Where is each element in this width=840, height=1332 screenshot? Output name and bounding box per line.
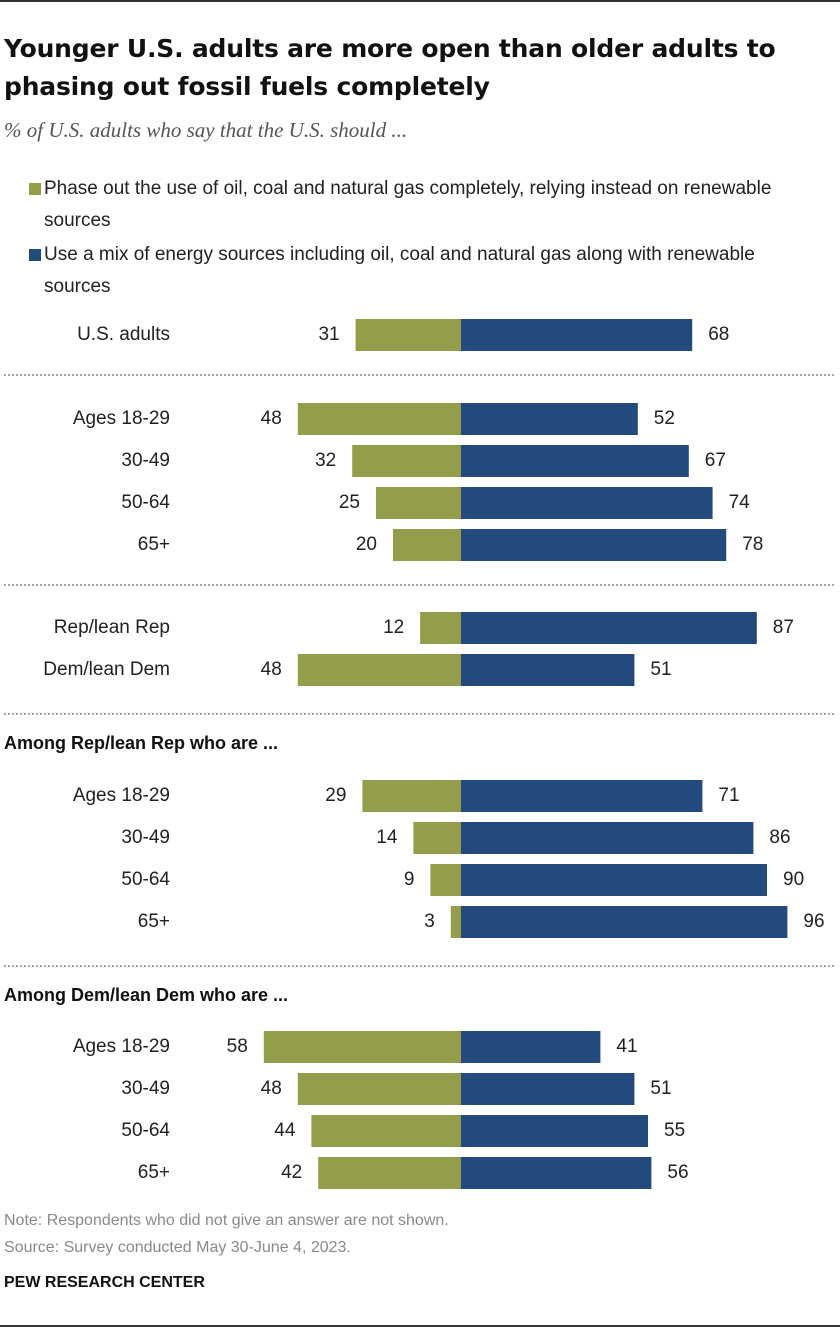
value-label-mix: 41 — [616, 1036, 638, 1057]
bar-mix — [461, 864, 767, 896]
bar-phase-out — [318, 1157, 461, 1189]
chart-title: Younger U.S. adults are more open than o… — [4, 34, 776, 101]
category-label: 30-49 — [121, 827, 170, 848]
bar-phase-out — [297, 654, 461, 686]
bar-mix — [461, 654, 635, 686]
bar-phase-out — [311, 1115, 461, 1147]
bar-mix — [461, 612, 757, 644]
category-label: Ages 18-29 — [72, 408, 170, 429]
bar-mix — [461, 319, 693, 351]
bar-mix — [461, 403, 638, 435]
category-label: 50-64 — [121, 492, 170, 513]
bar-phase-out — [355, 319, 461, 351]
value-label-mix: 55 — [664, 1120, 686, 1141]
category-label: Ages 18-29 — [72, 1036, 170, 1057]
bar-mix — [461, 1031, 601, 1063]
legend-label-mix: Use a mix of energy sources including oi… — [44, 244, 755, 297]
category-label: 50-64 — [121, 869, 170, 890]
value-label-mix: 68 — [708, 324, 730, 345]
value-label-phase-out: 29 — [325, 785, 347, 806]
value-label-phase-out: 25 — [338, 492, 360, 513]
bar-mix — [461, 487, 713, 519]
value-label-mix: 56 — [667, 1162, 689, 1183]
value-label-mix: 51 — [650, 1078, 672, 1099]
value-label-mix: 90 — [783, 869, 805, 890]
chart-source: Source: Survey conducted May 30-June 4, … — [4, 1239, 351, 1256]
brand-logo-text: PEW RESEARCH CENTER — [4, 1274, 205, 1291]
bar-mix — [461, 780, 703, 812]
bar-mix — [461, 445, 689, 477]
bar-phase-out — [352, 445, 461, 477]
category-label: 65+ — [137, 1162, 170, 1183]
bar-mix — [461, 906, 788, 938]
legend-swatch-phase-out — [29, 183, 41, 195]
bar-mix — [461, 529, 727, 561]
value-label-phase-out: 20 — [355, 534, 377, 555]
category-label: Ages 18-29 — [72, 785, 170, 806]
value-label-phase-out: 48 — [260, 408, 282, 429]
category-label: 50-64 — [121, 1120, 170, 1141]
chart-note: Note: Respondents who did not give an an… — [4, 1212, 449, 1229]
bar-phase-out — [297, 403, 461, 435]
category-label: 30-49 — [121, 1078, 170, 1099]
value-label-mix: 67 — [704, 450, 726, 471]
bar-mix — [461, 1157, 652, 1189]
value-label-phase-out: 31 — [318, 324, 340, 345]
value-label-mix: 71 — [718, 785, 740, 806]
legend-item-mix: Use a mix of energy sources including oi… — [29, 239, 824, 303]
value-label-mix: 78 — [742, 534, 764, 555]
bar-phase-out — [376, 487, 461, 519]
value-label-phase-out: 44 — [274, 1120, 296, 1141]
value-label-phase-out: 42 — [281, 1162, 303, 1183]
category-label: Rep/lean Rep — [53, 617, 170, 638]
chart-subtitle: % of U.S. adults who say that the U.S. s… — [4, 118, 408, 142]
value-label-mix: 96 — [803, 911, 825, 932]
group-heading-dem: Among Dem/lean Dem who are ... — [4, 985, 289, 1005]
bar-phase-out — [430, 864, 461, 896]
bar-phase-out — [393, 529, 461, 561]
value-label-phase-out: 32 — [315, 450, 337, 471]
category-label: 30-49 — [121, 450, 170, 471]
legend-label-phase-out: Phase out the use of oil, coal and natur… — [44, 178, 772, 231]
value-label-mix: 87 — [772, 617, 794, 638]
value-label-mix: 86 — [769, 827, 791, 848]
value-label-phase-out: 12 — [383, 617, 405, 638]
bar-phase-out — [413, 822, 461, 854]
value-label-phase-out: 14 — [376, 827, 398, 848]
value-label-phase-out: 48 — [260, 659, 282, 680]
legend-item-phase-out: Phase out the use of oil, coal and natur… — [29, 173, 824, 237]
top-rule — [0, 0, 840, 2]
bar-mix — [461, 1115, 648, 1147]
separator — [4, 584, 834, 586]
separator — [4, 374, 834, 376]
separator — [4, 713, 834, 715]
category-label: 65+ — [137, 534, 170, 555]
bar-phase-out — [450, 906, 461, 938]
bottom-rule — [0, 1325, 840, 1327]
value-label-phase-out: 3 — [424, 911, 435, 932]
bar-phase-out — [420, 612, 461, 644]
category-label: U.S. adults — [77, 324, 170, 345]
bar-mix — [461, 822, 754, 854]
bar-mix — [461, 1073, 635, 1105]
value-label-mix: 52 — [653, 408, 675, 429]
value-label-phase-out: 48 — [260, 1078, 282, 1099]
bar-phase-out — [263, 1031, 461, 1063]
value-label-phase-out: 9 — [403, 869, 415, 890]
value-label-phase-out: 58 — [226, 1036, 248, 1057]
value-label-mix: 51 — [650, 659, 672, 680]
bar-phase-out — [362, 780, 461, 812]
group-heading-rep: Among Rep/lean Rep who are ... — [4, 733, 279, 753]
bar-phase-out — [297, 1073, 461, 1105]
separator — [4, 965, 834, 967]
legend-swatch-mix — [29, 249, 41, 261]
category-label: 65+ — [137, 911, 170, 932]
value-label-mix: 74 — [728, 492, 750, 513]
category-label: Dem/lean Dem — [43, 659, 170, 680]
